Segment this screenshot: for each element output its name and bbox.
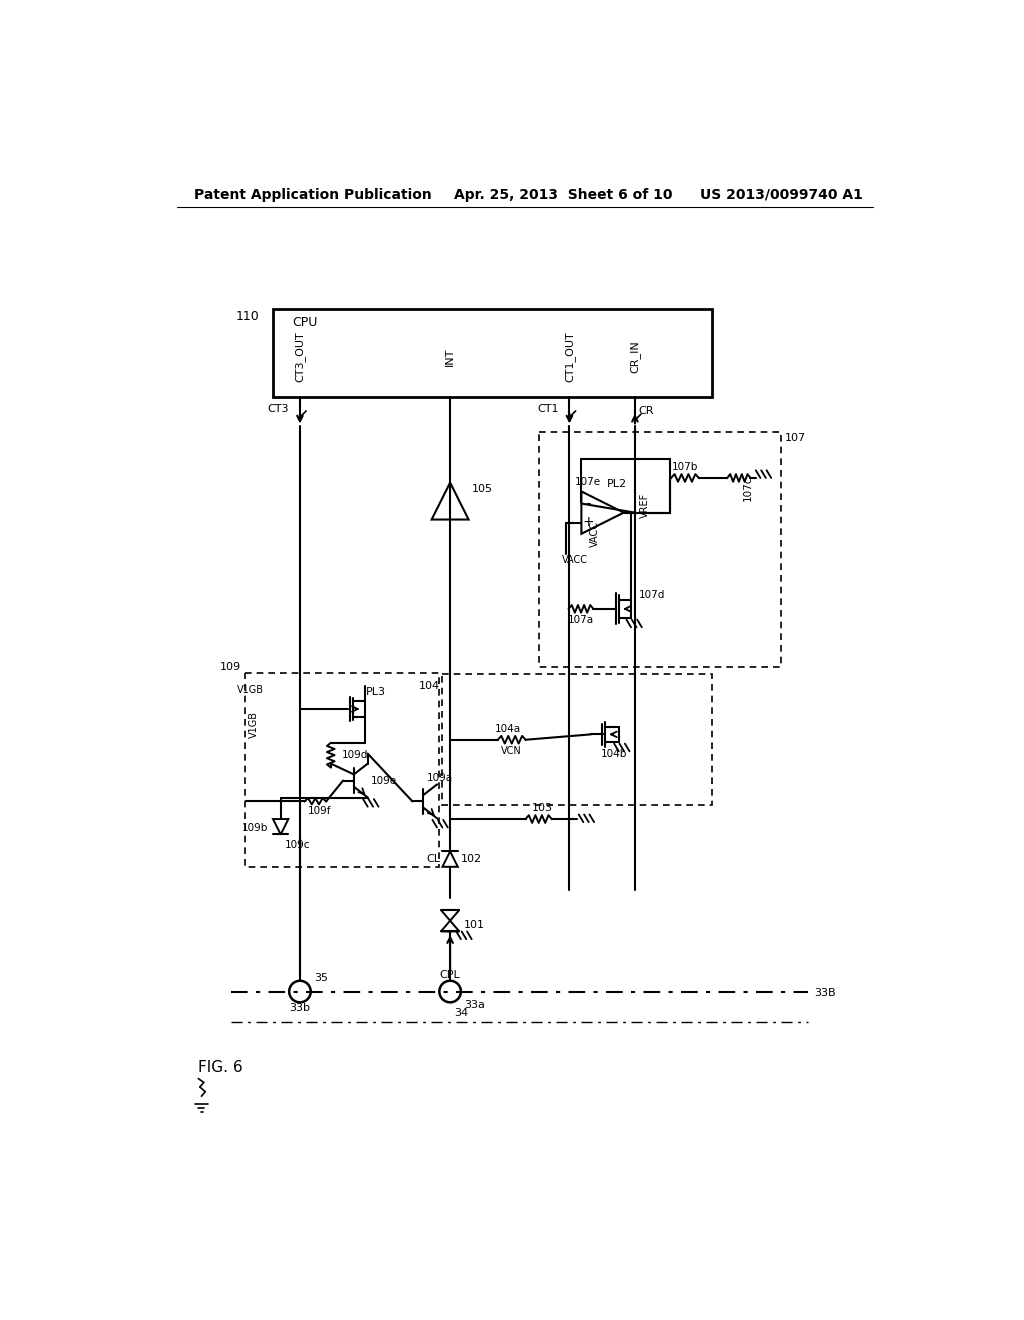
Text: 34: 34 <box>454 1008 468 1018</box>
Text: +: + <box>583 515 594 528</box>
Text: CR: CR <box>639 407 654 416</box>
Text: VACC: VACC <box>562 556 588 565</box>
Text: V1GB: V1GB <box>238 685 264 694</box>
Text: 109d: 109d <box>342 750 368 760</box>
Text: PL3: PL3 <box>366 686 385 697</box>
Text: 109c: 109c <box>285 841 310 850</box>
Text: Apr. 25, 2013  Sheet 6 of 10: Apr. 25, 2013 Sheet 6 of 10 <box>454 187 673 202</box>
Text: -: - <box>586 496 591 511</box>
Text: 104b: 104b <box>601 750 628 759</box>
Text: 110: 110 <box>236 310 259 323</box>
Text: 109e: 109e <box>371 776 397 785</box>
Text: US 2013/0099740 A1: US 2013/0099740 A1 <box>700 187 863 202</box>
Text: FIG. 6: FIG. 6 <box>199 1060 243 1074</box>
Text: VACC: VACC <box>590 521 600 546</box>
Bar <box>245 673 438 867</box>
Text: CT3_OUT: CT3_OUT <box>295 331 305 381</box>
Text: INT: INT <box>445 347 455 366</box>
Text: 33a: 33a <box>464 1001 484 1010</box>
Text: V1GB: V1GB <box>249 711 259 738</box>
Text: 105: 105 <box>472 484 493 495</box>
Text: 102: 102 <box>461 854 482 865</box>
Text: CL: CL <box>427 854 441 865</box>
Text: 104: 104 <box>419 681 440 690</box>
Text: CPL: CPL <box>439 970 461 979</box>
Text: 107a: 107a <box>568 615 594 624</box>
Text: CPU: CPU <box>292 315 317 329</box>
Text: 107b: 107b <box>672 462 698 473</box>
Text: 33B: 33B <box>814 989 836 998</box>
Text: VCN: VCN <box>502 746 522 755</box>
Text: 109b: 109b <box>242 824 268 833</box>
Text: 104a: 104a <box>495 723 521 734</box>
Text: 33b: 33b <box>290 1003 310 1014</box>
Text: 103: 103 <box>532 804 553 813</box>
Text: CT1_OUT: CT1_OUT <box>564 331 574 381</box>
Text: 109a: 109a <box>427 774 454 783</box>
Text: 109: 109 <box>219 661 241 672</box>
Text: CT3: CT3 <box>267 404 289 413</box>
Bar <box>539 432 781 667</box>
Text: 107d: 107d <box>639 590 666 601</box>
Text: PL2: PL2 <box>606 479 627 488</box>
Text: 107c: 107c <box>742 477 753 502</box>
Bar <box>442 675 712 805</box>
Text: 107e: 107e <box>575 478 601 487</box>
Text: CT1: CT1 <box>538 404 559 413</box>
Text: Patent Application Publication: Patent Application Publication <box>194 187 431 202</box>
Text: CR_IN: CR_IN <box>630 341 640 374</box>
Text: 109f: 109f <box>307 807 331 816</box>
Text: VREF: VREF <box>640 492 650 517</box>
Text: 35: 35 <box>313 973 328 982</box>
Bar <box>273 309 712 397</box>
Text: 101: 101 <box>464 920 485 929</box>
Text: 107: 107 <box>785 433 806 444</box>
